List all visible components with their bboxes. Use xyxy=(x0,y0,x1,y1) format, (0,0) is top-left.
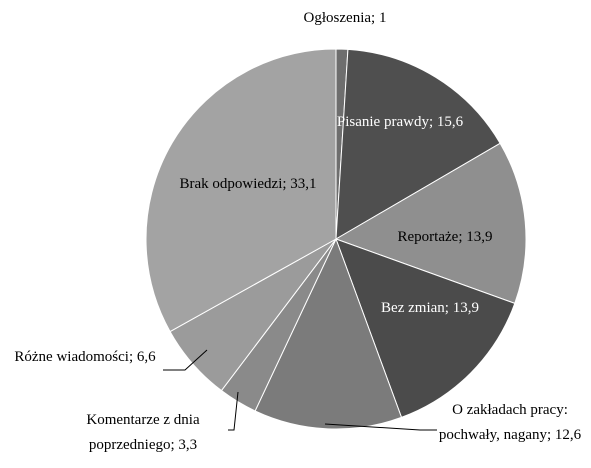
category-name: Bez zmian xyxy=(381,300,445,316)
pie-slice xyxy=(335,238,516,419)
slice-label: Brak odpowiedzi; 33,1 xyxy=(168,172,328,197)
category-name: Komentarze z dnia poprzedniego xyxy=(86,412,204,453)
separator: ; xyxy=(444,300,453,316)
slice-label: Różne wiadomości; 6,6 xyxy=(5,345,165,370)
separator: ; xyxy=(170,437,179,453)
value-label: 3,3 xyxy=(178,437,198,453)
value-label: 1 xyxy=(378,10,387,26)
slice-label: Pisanie prawdy; 15,6 xyxy=(335,110,465,135)
category-name: Różne wiadomości xyxy=(14,349,129,365)
slice-label: Reportaże; 13,9 xyxy=(360,225,530,250)
value-label: 33,1 xyxy=(290,176,317,192)
slice-label: Ogłoszenia; 1 xyxy=(245,6,445,31)
value-label: 15,6 xyxy=(436,114,464,130)
pie-slice xyxy=(335,48,501,240)
category-name: Brak odpowiedzi xyxy=(179,176,283,192)
value-label: 6,6 xyxy=(136,349,156,365)
value-label: 12,6 xyxy=(554,427,582,443)
slice-label: O zakładach pracy: pochwały, nagany; 12,… xyxy=(430,398,590,448)
leader-line xyxy=(324,423,437,431)
category-name: Ogłoszenia xyxy=(303,10,372,26)
separator: ; xyxy=(428,114,437,130)
pie-slice xyxy=(334,142,527,304)
separator: ; xyxy=(371,10,379,26)
separator: ; xyxy=(458,229,467,245)
separator: ; xyxy=(128,349,137,365)
category-name: Pisanie prawdy xyxy=(336,114,429,130)
value-label: 13,9 xyxy=(452,300,479,316)
category-name: Reportaże xyxy=(397,229,459,245)
pie-slice xyxy=(145,48,337,333)
leader-line xyxy=(228,391,239,431)
leader-line xyxy=(163,349,208,371)
separator: ; xyxy=(547,427,555,443)
slice-label: Bez zmian; 13,9 xyxy=(345,296,515,321)
separator: ; xyxy=(282,176,291,192)
value-label: 13,9 xyxy=(466,229,493,245)
pie-slice xyxy=(254,237,403,430)
slice-label: Komentarze z dnia poprzedniego; 3,3 xyxy=(58,408,228,458)
category-name: O zakładach pracy: pochwały, nagany xyxy=(438,402,572,443)
